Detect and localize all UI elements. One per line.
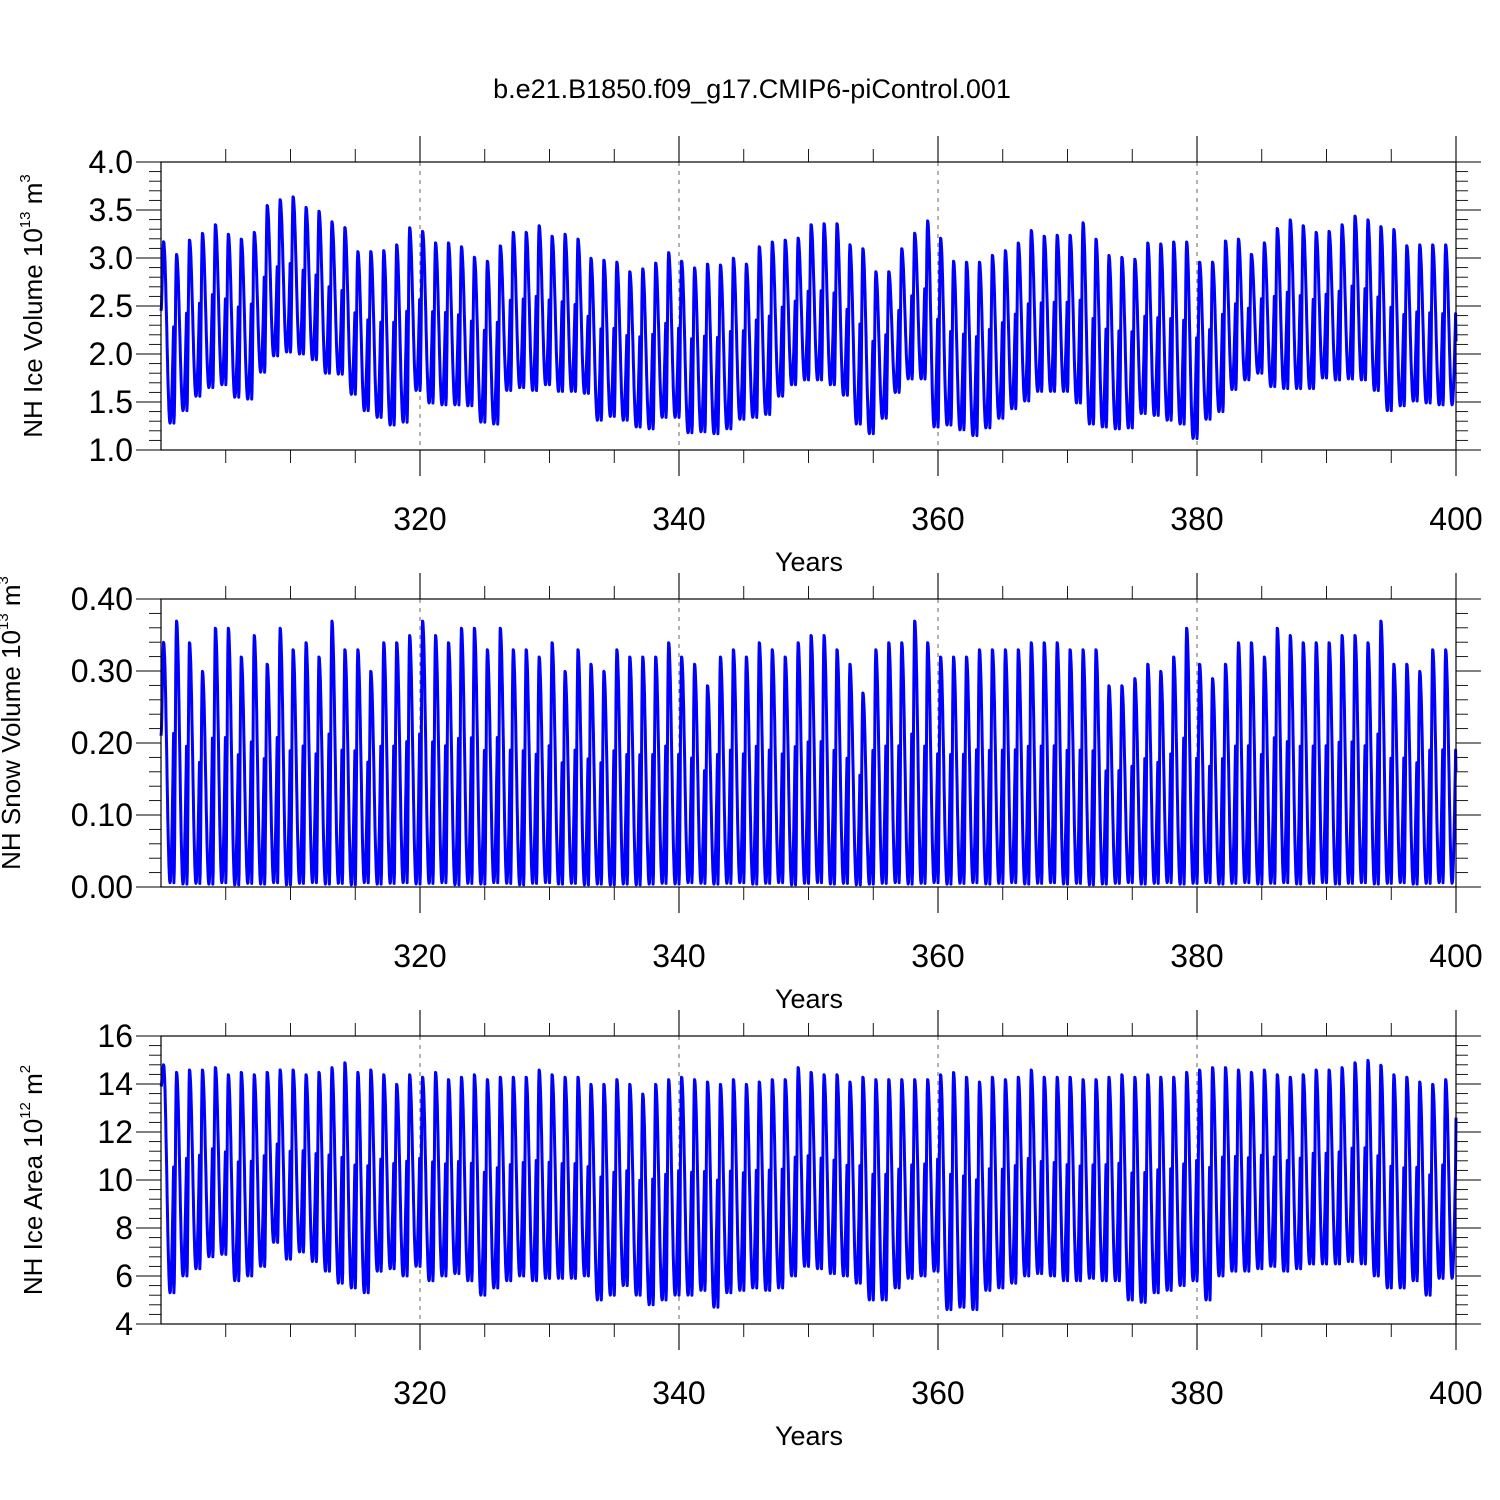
y-tick-label: 8 [115, 1210, 133, 1246]
y-tick-label: 4.0 [89, 144, 133, 180]
x-tick-label: 400 [1429, 1375, 1482, 1411]
y-axis-label: NH Ice Area 1012 m2 [17, 1065, 48, 1295]
x-axis-label: Years [775, 1421, 843, 1451]
y-tick-label: 6 [115, 1258, 133, 1294]
y-tick-label: 0.40 [71, 581, 133, 617]
x-tick-label: 320 [393, 501, 446, 537]
y-tick-label: 2.5 [89, 288, 133, 324]
panel-ice-volume: 1.0 1.5 2.0 2.5 3.0 3.5 4.0 320 340 360 380 400 Year… [17, 136, 1483, 577]
x-axis-label: Years [775, 547, 843, 577]
y-tick-label: 0.00 [71, 869, 133, 905]
y-tick-label: 2.0 [89, 336, 133, 372]
y-tick-label: 1.0 [89, 432, 133, 468]
y-tick-label: 12 [97, 1114, 133, 1150]
panel-snow-volume: 0.00 0.10 0.20 0.30 0.40 320 340 360 380 400 Years… [0, 573, 1483, 1014]
y-tick-label: 10 [97, 1162, 133, 1198]
y-axis-label: NH Snow Volume 1013 m3 [0, 576, 26, 870]
y-tick-label: 0.10 [71, 797, 133, 833]
y-tick-label: 1.5 [89, 384, 133, 420]
y-tick-label: 16 [97, 1018, 133, 1054]
y-tick-label: 3.0 [89, 240, 133, 276]
y-tick-label: 3.5 [89, 192, 133, 228]
x-tick-label: 400 [1429, 501, 1482, 537]
x-tick-label: 360 [911, 938, 964, 974]
y-tick-label: 14 [97, 1066, 133, 1102]
y-tick-label: 4 [115, 1306, 133, 1342]
x-tick-label: 380 [1170, 938, 1223, 974]
y-axis-label: NH Ice Volume 1013 m3 [17, 174, 48, 437]
x-tick-label: 380 [1170, 1375, 1223, 1411]
series-line [159, 1058, 1458, 1312]
x-tick-label: 340 [652, 1375, 705, 1411]
series-line [159, 195, 1458, 440]
y-tick-label: 0.30 [71, 653, 133, 689]
series-line [159, 619, 1458, 887]
x-axis-label: Years [775, 984, 843, 1014]
panel-ice-area: 4 6 8 10 12 14 16 320 340 360 380 400 Years NH Ice Ar… [17, 1010, 1483, 1451]
panels: 1.0 1.5 2.0 2.5 3.0 3.5 4.0 320 340 360 380 400 Year… [0, 136, 1483, 1451]
x-tick-label: 320 [393, 1375, 446, 1411]
x-tick-label: 360 [911, 501, 964, 537]
x-tick-label: 340 [652, 938, 705, 974]
x-tick-label: 380 [1170, 501, 1223, 537]
x-tick-label: 360 [911, 1375, 964, 1411]
x-tick-label: 400 [1429, 938, 1482, 974]
x-tick-label: 340 [652, 501, 705, 537]
y-tick-label: 0.20 [71, 725, 133, 761]
x-tick-label: 320 [393, 938, 446, 974]
figure-title: b.e21.B1850.f09_g17.CMIP6-piControl.001 [493, 74, 1011, 104]
